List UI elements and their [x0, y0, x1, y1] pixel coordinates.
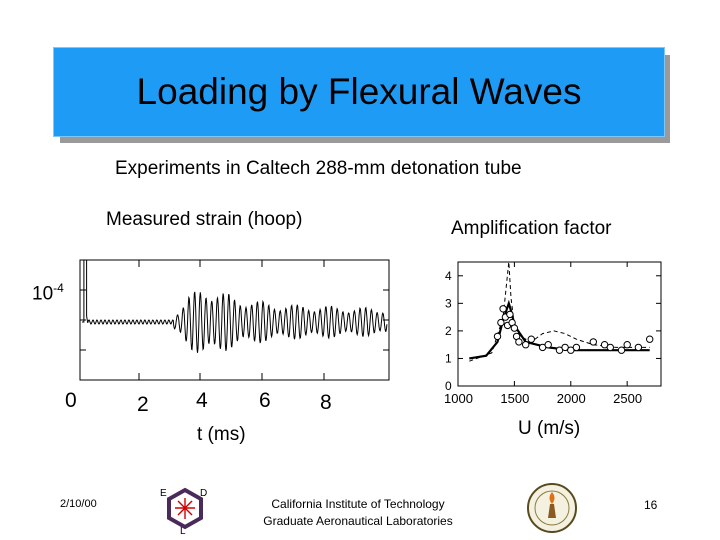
footer-lab: Graduate Aeronautical Laboratories — [263, 514, 453, 528]
data-point — [497, 318, 505, 327]
data-point — [572, 343, 581, 352]
strain-plot — [79, 259, 390, 381]
left-y-zero-label: 0 — [65, 389, 77, 412]
svg-text:D: D — [200, 488, 207, 499]
x-tick-label: 1000 — [444, 391, 473, 406]
y-scale-base: 10 — [32, 283, 54, 305]
slide-title: Loading by Flexural Waves — [136, 71, 582, 112]
data-point — [561, 343, 569, 352]
x-tick-label: 2000 — [557, 391, 586, 406]
y-tick-label: 0 — [445, 379, 452, 393]
left-x-title: t (ms) — [197, 424, 246, 445]
x-tick-label: 2500 — [613, 391, 642, 406]
left-y-scale-label: 10-4 — [32, 281, 64, 305]
y-scale-exponent: -4 — [53, 281, 64, 295]
right-x-title: U (m/s) — [518, 418, 581, 439]
slide-date: 2/10/00 — [60, 498, 97, 510]
x-tick-label: 6 — [259, 389, 271, 412]
amplification-plot: 0 1 2 3 4 1000 1500 2000 2500 — [444, 261, 662, 406]
data-point — [617, 346, 626, 354]
x-tick-label: 8 — [320, 391, 332, 414]
data-point — [544, 341, 552, 349]
data-point — [527, 335, 536, 343]
y-tick-label: 1 — [445, 351, 452, 365]
svg-text:E: E — [160, 488, 167, 499]
strain-trace — [82, 259, 388, 353]
data-point — [515, 338, 523, 346]
data-point — [493, 332, 502, 341]
page-number: 16 — [644, 498, 658, 512]
slide-subtitle: Experiments in Caltech 288-mm detonation… — [115, 158, 522, 179]
right-plot-heading: Amplification factor — [451, 218, 612, 239]
data-point — [522, 341, 530, 349]
x-tick-label: 2 — [137, 393, 149, 416]
data-point — [634, 343, 643, 352]
footer-institution: California Institute of Technology — [271, 497, 445, 511]
plot-frame — [79, 259, 390, 381]
data-point — [499, 305, 507, 313]
y-tick-label: 2 — [445, 324, 452, 338]
lab-logo-icon: E D L — [160, 487, 207, 534]
data-point — [606, 343, 615, 352]
data-point — [589, 338, 598, 346]
data-point — [510, 324, 519, 332]
caltech-seal-icon — [527, 483, 577, 533]
left-plot-heading: Measured strain (hoop) — [106, 209, 303, 230]
title-box: Loading by Flexural Waves — [53, 47, 665, 137]
y-tick-label: 4 — [445, 269, 452, 283]
x-tick-label: 1500 — [500, 391, 529, 406]
dashed-curve — [469, 261, 650, 362]
y-tick-label: 3 — [445, 296, 452, 310]
data-point — [646, 335, 654, 343]
x-tick-label: 4 — [196, 389, 208, 412]
data-point — [623, 341, 631, 349]
data-point — [506, 310, 514, 319]
svg-text:L: L — [180, 526, 186, 534]
plot-frame — [457, 261, 662, 387]
